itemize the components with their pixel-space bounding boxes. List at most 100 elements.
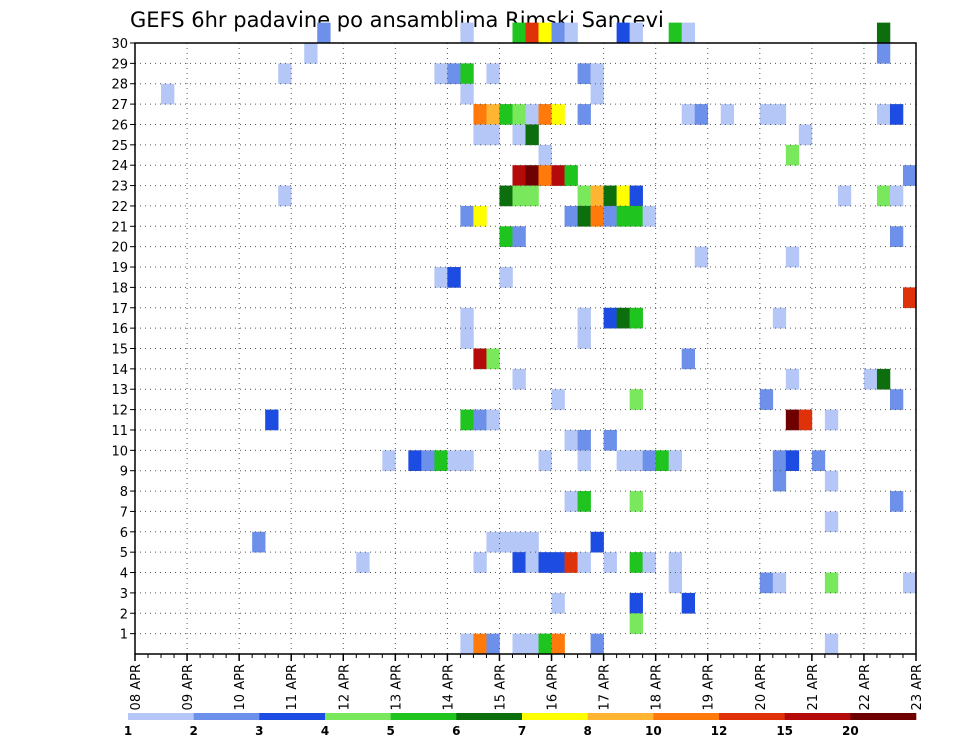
legend-swatch: [784, 713, 851, 720]
heatmap-cell: [538, 450, 552, 471]
x-tick-label: 20 APR: [754, 664, 769, 710]
x-axis: 08 APR 09 APR 10 APR 11 APR 12 APR 13 APR 14 A…: [129, 654, 925, 710]
legend-label: 6: [452, 724, 460, 738]
heatmap-cell: [655, 450, 669, 471]
heatmap-cell: [304, 43, 318, 64]
legend-swatch: [193, 713, 260, 720]
heatmap-cell: [460, 409, 474, 431]
heatmap-cell: [772, 307, 787, 329]
heatmap-cell: [460, 22, 474, 44]
heatmap-cell: [902, 287, 917, 309]
heatmap-cell: [824, 470, 839, 492]
y-tick-label: 9: [120, 465, 128, 480]
x-tick-label: 10 APR: [233, 664, 248, 710]
legend-swatch: [259, 713, 326, 720]
y-tick-label: 30: [111, 37, 128, 52]
heatmap-cell: [759, 104, 774, 125]
y-tick-label: 27: [111, 98, 128, 113]
heatmap-cell: [408, 450, 422, 471]
heatmap-cell: [564, 429, 578, 451]
heatmap-cell: [629, 613, 643, 634]
heatmap-cell: [265, 409, 279, 431]
heatmap-cell: [447, 267, 461, 288]
heatmap-cell: [447, 450, 461, 471]
heatmap-cell: [590, 205, 604, 227]
heatmap-cell: [499, 104, 513, 125]
legend-swatch: [456, 713, 523, 720]
x-tick-label: 22 APR: [858, 664, 873, 710]
heatmap-cell: [590, 531, 604, 553]
heatmap-cell: [629, 552, 643, 573]
heatmap-cell: [837, 185, 852, 207]
heatmap-cell: [551, 592, 565, 614]
chart-title: GEFS 6hr padavine po ansamblima Rimski S…: [130, 8, 664, 32]
heatmap-cell: [889, 491, 904, 512]
heatmap-cell: [278, 63, 292, 85]
x-tick-label: 16 APR: [546, 664, 561, 710]
heatmap-cell: [590, 83, 604, 105]
heatmap-cell: [629, 185, 643, 207]
heatmap-cell: [525, 22, 539, 44]
heatmap-cell: [473, 104, 487, 125]
heatmap-cell: [317, 22, 331, 44]
heatmap-cell: [876, 104, 891, 125]
heatmap-cell: [590, 185, 604, 207]
heatmap-cell: [772, 470, 787, 492]
heatmap-cell: [564, 491, 578, 512]
heatmap-cell: [564, 165, 578, 186]
heatmap-cell: [512, 165, 526, 186]
y-tick-label: 25: [111, 139, 128, 154]
y-tick-label: 18: [111, 281, 128, 296]
heatmap-cell: [551, 633, 565, 655]
legend-label: 20: [842, 724, 859, 738]
x-tick-label: 11 APR: [285, 664, 300, 710]
heatmap-cell: [499, 531, 513, 553]
y-tick-label: 15: [111, 343, 128, 358]
heatmap-cell: [525, 531, 539, 553]
y-axis: 1234567891011121314151617181920212223242…: [111, 37, 135, 643]
heatmap-cell: [161, 83, 175, 105]
heatmap-cell: [486, 63, 500, 85]
y-tick-label: 11: [111, 424, 128, 439]
y-tick-label: 6: [120, 526, 128, 541]
heatmap-cell: [434, 450, 448, 471]
heatmap-cell: [460, 307, 474, 329]
heatmap-cell: [577, 429, 591, 451]
heatmap-cell: [694, 246, 709, 268]
heatmap-cell: [577, 328, 591, 349]
heatmap-cell: [473, 205, 487, 227]
heatmap-cell: [512, 226, 526, 247]
heatmap-cell: [538, 104, 552, 125]
heatmap-cell: [785, 246, 800, 268]
heatmap-cell: [382, 450, 396, 471]
heatmap-cell: [512, 552, 526, 573]
heatmap-cell: [538, 144, 552, 166]
heatmap-cell: [694, 104, 709, 125]
heatmap-cell: [603, 307, 617, 329]
y-tick-label: 24: [111, 159, 128, 174]
x-tick-label: 21 APR: [806, 664, 821, 710]
legend-label: 5: [386, 724, 394, 738]
heatmap-cell: [824, 409, 839, 431]
heatmap-cell: [447, 63, 461, 85]
heatmap-cell: [798, 124, 813, 146]
y-tick-label: 16: [111, 322, 128, 337]
legend-label: 2: [189, 724, 197, 738]
heatmap-cell: [577, 307, 591, 329]
legend-label: 7: [518, 724, 526, 738]
heatmap-cell: [668, 450, 682, 471]
legend-swatch: [325, 713, 391, 720]
heatmap-cell: [525, 185, 539, 207]
y-tick-label: 5: [120, 546, 128, 561]
heatmap-cell: [564, 552, 578, 573]
heatmap-cell: [668, 552, 682, 573]
heatmap-cell: [486, 633, 500, 655]
heatmap-cell: [473, 124, 487, 146]
heatmap-cell: [486, 124, 500, 146]
y-tick-label: 4: [120, 567, 128, 582]
heatmap-cell: [538, 633, 552, 655]
x-tick-label: 18 APR: [650, 664, 665, 710]
y-tick-label: 8: [120, 485, 128, 500]
legend-label: 12: [711, 724, 728, 738]
